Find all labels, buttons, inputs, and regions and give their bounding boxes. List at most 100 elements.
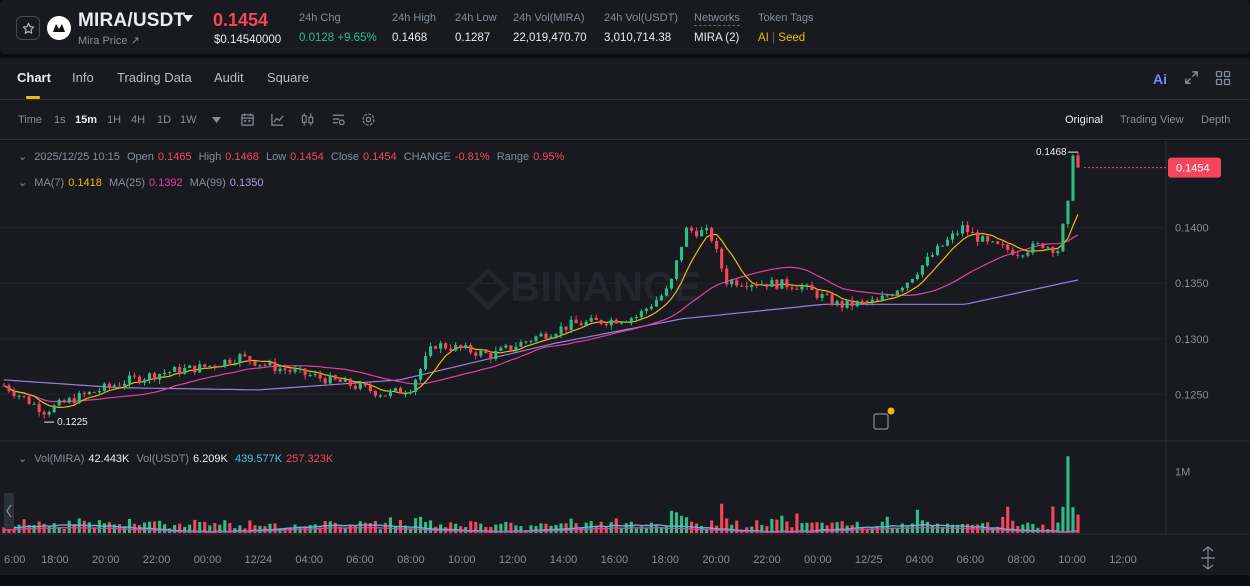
candle-body <box>27 396 31 404</box>
volume-bar <box>273 523 277 533</box>
price-link[interactable]: Mira Price ↗ <box>78 35 140 47</box>
calendar-icon[interactable] <box>240 112 255 127</box>
volume-bar <box>810 522 814 533</box>
candle-body <box>895 290 899 296</box>
candle-body <box>233 362 237 364</box>
tab-trading-data[interactable]: Trading Data <box>117 70 192 85</box>
view-trading-view[interactable]: Trading View <box>1120 114 1184 126</box>
timeframe-1w[interactable]: 1W <box>180 114 197 126</box>
candle-body <box>745 285 749 288</box>
chevron-down-icon[interactable]: ⌄ <box>18 177 28 189</box>
volume-bar <box>1076 514 1080 533</box>
layout-grid-icon[interactable] <box>1215 70 1231 86</box>
candle-body <box>107 383 111 387</box>
x-tick-label: 00:00 <box>804 554 832 566</box>
timeframe-1d[interactable]: 1D <box>157 114 172 126</box>
candle-body <box>223 359 227 367</box>
volume-bar <box>454 523 458 533</box>
candle-body <box>945 239 950 246</box>
candle-body <box>870 299 874 303</box>
volume-bar <box>67 520 71 533</box>
volume-bar <box>343 527 347 533</box>
price-chart[interactable]: 0.1400 0.1350 0.1300 0.1250 BINANCE 1M 0.1468 0… <box>0 141 1250 575</box>
volume-bar <box>248 520 252 533</box>
view-depth[interactable]: Depth <box>1201 114 1231 126</box>
candle-body <box>117 385 121 387</box>
candle-body <box>398 388 403 394</box>
x-tick-label: 18:00 <box>41 554 69 566</box>
candle-body <box>418 369 423 380</box>
x-tick-label: 22:00 <box>143 554 171 566</box>
volume-bar <box>203 521 207 533</box>
candle-body <box>1016 254 1020 256</box>
volume-bar <box>348 524 352 533</box>
volume-bar <box>619 527 623 533</box>
candle-body <box>905 282 909 288</box>
volume-bar <box>238 525 242 533</box>
candle-body <box>966 225 970 233</box>
candle-body <box>469 345 473 353</box>
candle-body <box>313 374 317 376</box>
candle-body <box>730 280 734 285</box>
chevron-down-icon[interactable]: ⌄ <box>18 453 28 465</box>
gear-icon[interactable] <box>361 112 376 127</box>
candle-body <box>1001 243 1005 245</box>
volume-bar <box>208 525 212 533</box>
volume-bar <box>188 524 192 533</box>
chevron-down-icon[interactable] <box>183 15 193 23</box>
tag-seed[interactable]: Seed <box>778 32 806 44</box>
timeframe-1s[interactable]: 1s <box>54 114 66 126</box>
tab-audit[interactable]: Audit <box>214 70 244 85</box>
candle-type-icon[interactable] <box>300 112 315 127</box>
x-tick-label: 10:00 <box>1058 554 1086 566</box>
y-tick-label: 0.1400 <box>1175 223 1209 235</box>
candle-body <box>323 378 327 384</box>
tab-square[interactable]: Square <box>267 70 309 85</box>
more-timeframes-icon[interactable] <box>212 117 221 123</box>
candle-body <box>840 301 844 308</box>
candle-body <box>700 230 704 237</box>
pair-name[interactable]: MIRA/USDT <box>78 10 186 31</box>
volume-bar <box>529 525 533 533</box>
volume-bar <box>865 529 869 533</box>
tab-chart[interactable]: Chart <box>17 70 51 85</box>
candle-body <box>358 383 362 389</box>
stat-networks[interactable]: Networks MIRA (2) <box>694 12 740 44</box>
tag-ai[interactable]: AI <box>758 32 769 44</box>
volume-bar <box>22 519 26 533</box>
volume-bar <box>895 527 899 533</box>
timeframe-4h[interactable]: 4H <box>131 114 146 126</box>
view-original[interactable]: Original <box>1065 114 1103 126</box>
volume-bar <box>213 523 217 533</box>
timeframe-15m[interactable]: 15m <box>75 114 98 126</box>
volume-bar <box>920 520 924 533</box>
candle-body <box>619 322 623 324</box>
candle-body <box>263 364 267 366</box>
candle-body <box>278 368 282 372</box>
volume-bar <box>519 526 523 533</box>
volume-bar <box>173 524 177 533</box>
timeframe-time[interactable]: Time <box>18 114 43 126</box>
chevron-down-icon[interactable]: ⌄ <box>18 151 28 163</box>
chart-settings-list-icon[interactable] <box>331 112 346 127</box>
timeframe-1h[interactable]: 1H <box>107 114 122 126</box>
candle-body <box>695 230 699 237</box>
candle-body <box>544 333 548 339</box>
candle-body <box>981 236 985 242</box>
candle-body <box>996 241 1000 244</box>
candle-body <box>674 260 679 279</box>
tab-info[interactable]: Info <box>72 70 94 85</box>
candle-body <box>915 274 919 280</box>
candle-body <box>589 317 593 322</box>
indicator-icon[interactable] <box>270 112 285 127</box>
favorite-button[interactable] <box>16 16 40 40</box>
x-tick-label: 14:00 <box>550 554 578 566</box>
ai-icon[interactable]: Ai <box>1153 71 1167 87</box>
binance-watermark: BINANCE <box>510 263 701 310</box>
volume-bar <box>765 526 769 533</box>
expand-icon[interactable] <box>1184 70 1199 85</box>
volume-bar <box>82 520 86 533</box>
candlestick-chart-svg[interactable]: 0.1400 0.1350 0.1300 0.1250 BINANCE 1M 0.1468 0… <box>0 141 1250 575</box>
candle-body <box>193 365 197 373</box>
candle-body <box>243 354 247 357</box>
